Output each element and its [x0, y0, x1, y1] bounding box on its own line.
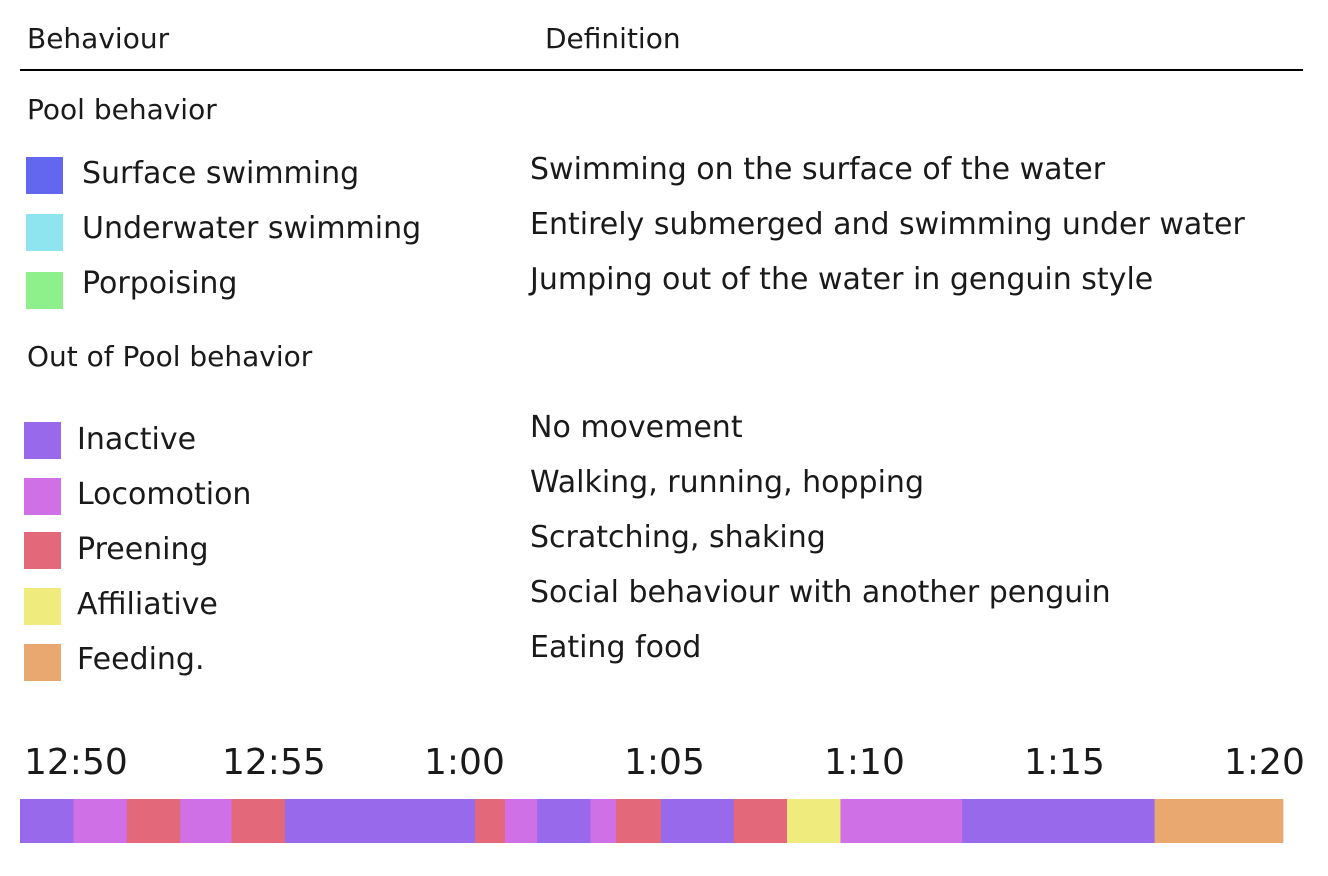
definition-text: Entirely submerged and swimming under wa… [530, 207, 1245, 242]
out-of-pool-section-title: Out of Pool behavior [27, 340, 313, 373]
timeline-segment-preening [231, 799, 286, 843]
timeline-segment-inactive [661, 799, 735, 843]
timeline-segment-preening [475, 799, 506, 843]
locomotion-swatch [24, 478, 61, 515]
timeline-segment-locomotion [73, 799, 128, 843]
legend-label: Preening [77, 532, 209, 567]
timeline-segment-locomotion [840, 799, 963, 843]
timeline-segment-inactive [537, 799, 592, 843]
time-tick-label: 1:05 [624, 742, 705, 783]
timeline-segment-affiliative [787, 799, 842, 843]
preening-swatch [24, 532, 61, 569]
surface-swimming-swatch [26, 157, 63, 194]
timeline-segment-inactive [962, 799, 1156, 843]
legend-label: Inactive [77, 422, 197, 457]
legend-label: Porpoising [82, 266, 238, 301]
timeline-segment-inactive [284, 799, 476, 843]
definition-text: Walking, running, hopping [530, 465, 924, 500]
timeline-segment-feeding [1154, 799, 1284, 843]
timeline-segment-preening [126, 799, 181, 843]
timeline-segment-locomotion [505, 799, 538, 843]
time-tick-label: 1:20 [1224, 742, 1305, 783]
header-rule [20, 69, 1303, 71]
time-tick-label: 1:10 [824, 742, 905, 783]
time-tick-label: 1:15 [1024, 742, 1105, 783]
definition-text: Swimming on the surface of the water [530, 152, 1106, 187]
definition-text: Eating food [530, 630, 702, 665]
definition-text: Scratching, shaking [530, 520, 826, 555]
timeline-segment-preening [733, 799, 788, 843]
legend-label: Locomotion [77, 477, 252, 512]
timeline-segment-locomotion [180, 799, 233, 843]
affiliative-swatch [24, 588, 61, 625]
definition-text: Jumping out of the water in genguin styl… [530, 262, 1154, 297]
porpoising-swatch [26, 272, 63, 309]
pool-section-title: Pool behavior [27, 93, 217, 126]
behaviour-header: Behaviour [27, 22, 170, 55]
definition-header: Definition [545, 22, 681, 55]
time-tick-label: 12:50 [24, 742, 128, 783]
legend-label: Surface swimming [82, 156, 360, 191]
timeline-segment-locomotion [590, 799, 617, 843]
legend-label: Affiliative [77, 587, 218, 622]
time-tick-label: 1:00 [424, 742, 505, 783]
inactive-swatch [24, 422, 61, 459]
definition-text: No movement [530, 410, 743, 445]
feeding-swatch [24, 644, 61, 681]
behavior-timeline [20, 799, 1284, 843]
legend-label: Feeding. [77, 642, 205, 677]
legend-label: Underwater swimming [82, 211, 422, 246]
underwater-swimming-swatch [26, 214, 63, 251]
timeline-segment-preening [616, 799, 662, 843]
definition-text: Social behaviour with another penguin [530, 575, 1111, 610]
time-tick-label: 12:55 [222, 742, 326, 783]
timeline-segment-inactive [20, 799, 75, 843]
